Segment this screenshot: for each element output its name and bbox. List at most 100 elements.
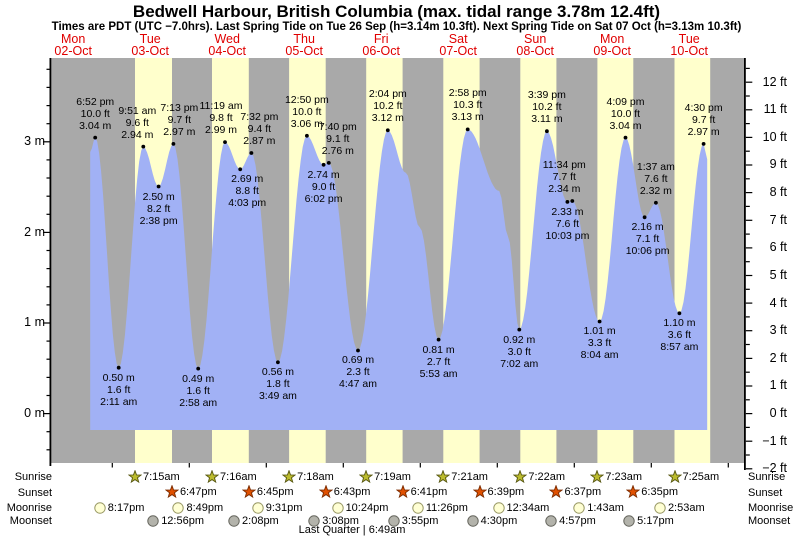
tide-annotation: 11:34 pm 7.7 ft 2.34 m bbox=[542, 158, 586, 195]
y-axis-label-m: 3 m bbox=[24, 134, 45, 149]
moonset-marker: 12:56pm bbox=[146, 514, 204, 528]
y-axis-tick bbox=[46, 340, 51, 342]
sunset-star-icon bbox=[164, 485, 179, 499]
day-label: Thu 05-Oct bbox=[285, 32, 323, 58]
y-axis-tick bbox=[745, 330, 753, 332]
y-axis-label-m: 0 m bbox=[24, 406, 45, 420]
moonrise-marker: 8:49pm bbox=[171, 501, 223, 515]
sunset-time: 6:37pm bbox=[564, 486, 602, 498]
tide-annotation: 3:39 pm 10.2 ft 3.11 m bbox=[527, 89, 566, 126]
y-axis-tick bbox=[46, 376, 51, 378]
moonrise-marker: 10:24pm bbox=[331, 501, 389, 515]
tide-point-dot bbox=[156, 184, 161, 189]
tide-annotation: 2:04 pm 10.2 ft 3.12 m bbox=[368, 88, 407, 125]
sunrise-star-icon bbox=[436, 469, 451, 483]
moonset-marker: 5:17pm bbox=[622, 514, 674, 528]
tide-point-dot bbox=[597, 319, 602, 324]
sunset-star-icon bbox=[549, 485, 564, 499]
tide-point-dot bbox=[642, 215, 647, 220]
moonrise-time: 10:24pm bbox=[345, 501, 389, 514]
sunrise-time: 7:15am bbox=[142, 470, 180, 483]
tide-annotation: 0.69 m 2.3 ft 4:47 am bbox=[339, 354, 378, 391]
tide-point-dot bbox=[196, 366, 201, 371]
y-axis-label-m: 1 m bbox=[24, 315, 45, 330]
y-axis-tick bbox=[745, 426, 750, 428]
moonset-circle-icon bbox=[466, 514, 479, 527]
tide-point-dot bbox=[93, 135, 98, 140]
y-axis-tick bbox=[745, 233, 750, 235]
y-axis-tick bbox=[46, 86, 51, 88]
sunrise-time: 7:16am bbox=[220, 470, 257, 483]
y-axis-label-ft: 3 ft bbox=[769, 323, 787, 338]
sunrise-marker: 7:22am bbox=[513, 469, 565, 484]
sunset-marker: 6:47pm bbox=[164, 485, 217, 499]
y-axis-tick bbox=[745, 468, 753, 470]
moonrise-time: 12:34am bbox=[506, 501, 550, 514]
y-axis-tick bbox=[745, 454, 750, 456]
y-axis-tick bbox=[745, 343, 750, 346]
sunset-marker: 6:35pm bbox=[626, 485, 678, 499]
y-axis-label-ft: 2 ft bbox=[769, 350, 787, 365]
y-axis-tick bbox=[46, 195, 51, 197]
moonset-time: 3:08pm bbox=[322, 514, 359, 527]
y-axis-tick bbox=[745, 261, 750, 263]
sunset-star-icon bbox=[318, 485, 333, 499]
tide-point-dot bbox=[223, 140, 227, 145]
page-subtitle: Times are PDT (UTC −7.0hrs). Last Spring… bbox=[51, 21, 742, 33]
sunset-star-icon bbox=[472, 485, 487, 499]
tide-annotation: 0.49 m 1.6 ft 2:58 am bbox=[179, 372, 218, 409]
tide-annotation: 2.33 m 7.6 ft 10:03 pm bbox=[545, 205, 590, 242]
y-axis-tick bbox=[43, 413, 50, 415]
y-axis-tick bbox=[745, 288, 750, 290]
day-label: Wed 04-Oct bbox=[208, 32, 246, 58]
sunset-marker: 6:41pm bbox=[395, 485, 448, 499]
moonrise-time: 9:31pm bbox=[265, 501, 303, 514]
sunrise-time: 7:23am bbox=[605, 470, 643, 483]
y-axis-tick bbox=[745, 123, 750, 125]
y-axis-tick bbox=[46, 213, 51, 215]
tide-annotation: 4:30 pm 9.7 ft 2.97 m bbox=[684, 101, 723, 138]
moonrise-circle-icon bbox=[654, 501, 666, 514]
sunrise-time: 7:21am bbox=[451, 470, 488, 483]
moonset-time: 5:17pm bbox=[637, 514, 674, 527]
y-axis-tick bbox=[46, 304, 51, 306]
day-label: Mon 02-Oct bbox=[54, 32, 92, 58]
sunrise-row-label: Sunrise bbox=[748, 471, 786, 483]
tide-point-dot bbox=[677, 311, 682, 316]
x-axis-tick bbox=[727, 463, 729, 468]
y-axis-tick bbox=[46, 159, 51, 161]
moonrise-circle-icon bbox=[412, 501, 424, 514]
tide-annotation: 0.56 m 1.8 ft 3:49 am bbox=[258, 366, 297, 403]
y-axis-tick bbox=[745, 81, 753, 83]
tide-annotation: 2:58 pm 10.3 ft 3.13 m bbox=[448, 87, 487, 124]
y-axis-tick bbox=[46, 105, 51, 107]
y-axis-tick bbox=[745, 136, 753, 138]
sunrise-star-icon bbox=[205, 469, 220, 483]
sunrise-marker: 7:16am bbox=[205, 469, 257, 484]
moonrise-row-label: Moonrise bbox=[6, 502, 52, 514]
moonset-time: 4:30pm bbox=[480, 514, 518, 527]
sunrise-star-icon bbox=[667, 469, 682, 483]
day-label: Mon 09-Oct bbox=[593, 32, 631, 58]
tide-point-dot bbox=[249, 151, 254, 155]
x-axis-tick bbox=[650, 463, 652, 468]
y-axis-label-ft: −1 ft bbox=[762, 433, 787, 448]
moonrise-time: 1:43am bbox=[587, 501, 624, 514]
x-axis-tick bbox=[265, 463, 267, 468]
tide-annotation: 1.10 m 3.6 ft 8:57 am bbox=[660, 317, 699, 354]
moonrise-circle-icon bbox=[573, 501, 585, 514]
tide-annotation: 0.81 m 2.7 ft 5:53 am bbox=[419, 343, 458, 380]
tide-point-dot bbox=[517, 327, 522, 332]
moonrise-marker: 1:43am bbox=[572, 501, 624, 515]
moonrise-marker: 9:31pm bbox=[251, 501, 303, 515]
tide-annotation: 2.50 m 8.2 ft 2:38 pm bbox=[139, 190, 178, 227]
y-axis-tick bbox=[43, 231, 50, 233]
tide-annotation: 7:13 pm 9.7 ft 2.97 m bbox=[160, 101, 199, 138]
tide-point-dot bbox=[436, 337, 441, 342]
tide-annotation: 0.92 m 3.0 ft 7:02 am bbox=[500, 333, 539, 370]
sunset-time: 6:41pm bbox=[410, 486, 448, 498]
day-label: Tue 03-Oct bbox=[131, 32, 169, 58]
sunset-marker: 6:43pm bbox=[318, 485, 370, 499]
sunrise-star-icon bbox=[513, 469, 528, 483]
